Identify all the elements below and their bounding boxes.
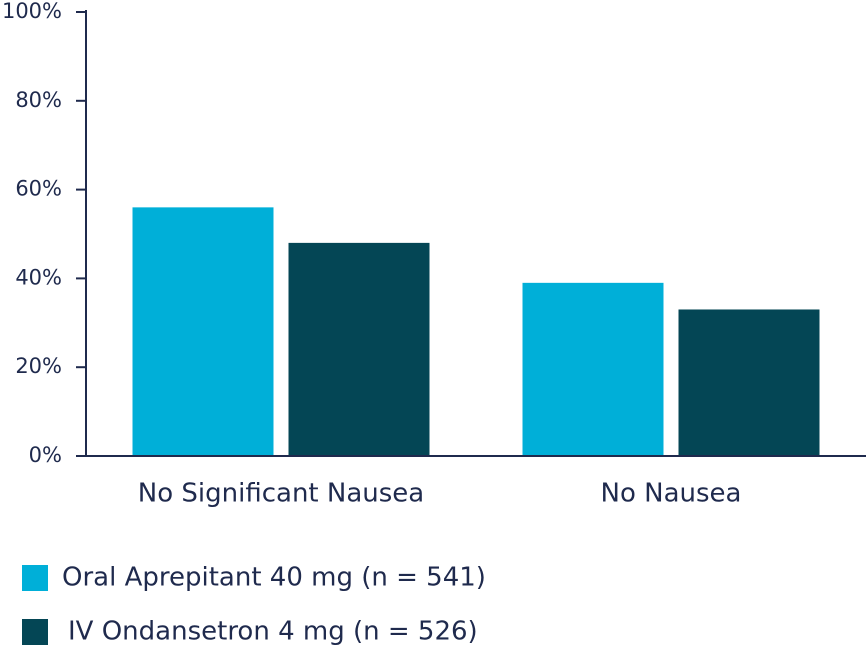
legend-label: Oral Aprepitant 40 mg (n = 541)	[62, 563, 486, 593]
bar	[288, 242, 430, 456]
legend-swatch	[22, 565, 48, 591]
y-tick-label: 20%	[15, 354, 62, 378]
legend-label: IV Ondansetron 4 mg (n = 526)	[68, 617, 478, 647]
y-tick-label: 80%	[15, 88, 62, 112]
y-tick-label: 40%	[15, 265, 62, 289]
y-tick-label: 0%	[29, 443, 62, 467]
y-tick-label: 100%	[2, 0, 62, 23]
bar	[522, 282, 664, 456]
x-tick-label: No Significant Nausea	[138, 479, 424, 509]
bar	[132, 207, 274, 456]
y-tick-label: 60%	[15, 177, 62, 201]
bar	[678, 309, 820, 456]
legend-swatch	[22, 619, 48, 645]
x-tick-label: No Nausea	[601, 479, 742, 509]
